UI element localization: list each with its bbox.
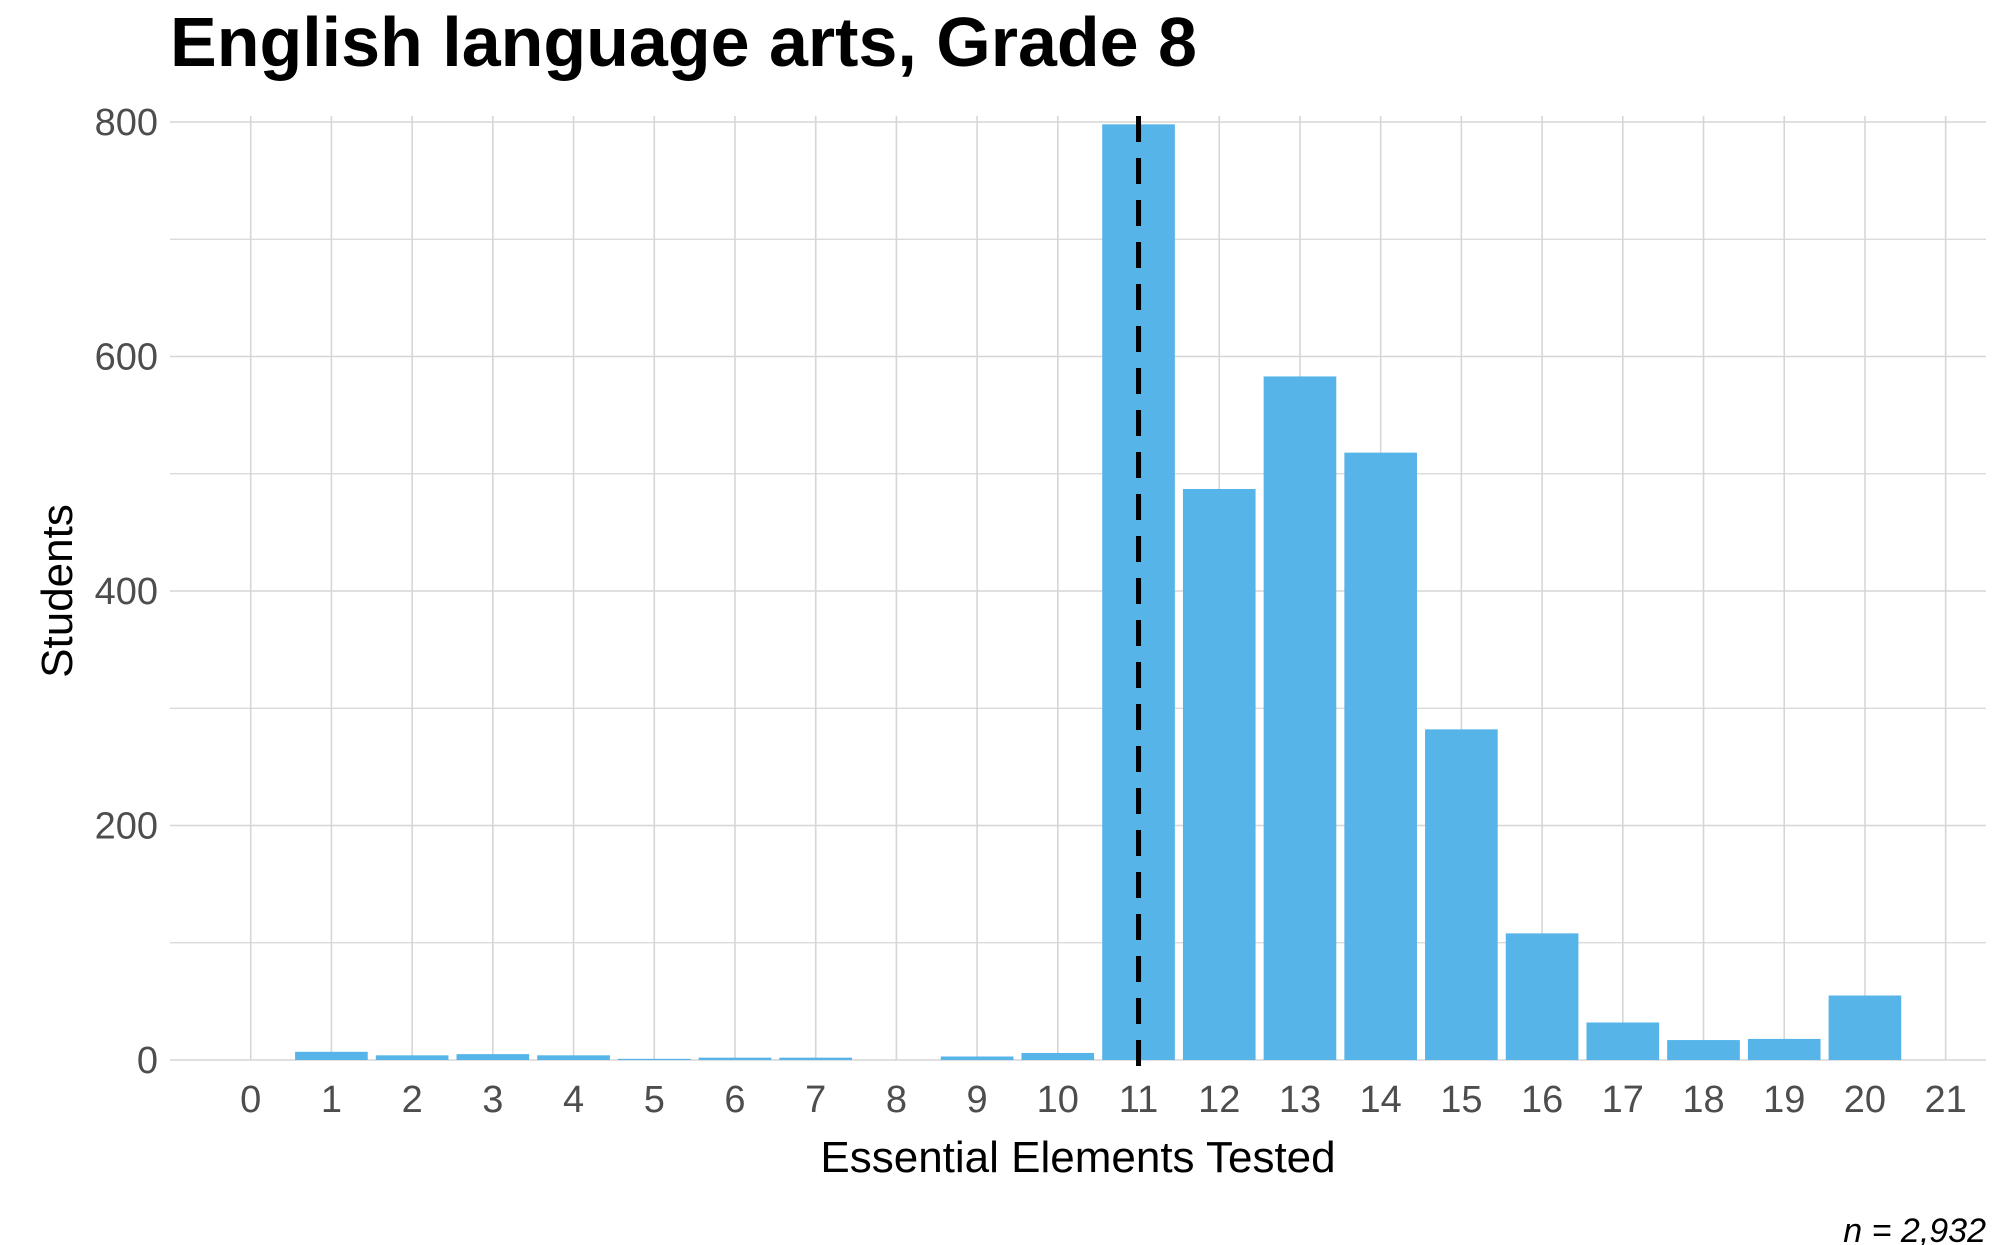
bar-18: [1667, 1040, 1740, 1060]
x-tick-label: 16: [1521, 1079, 1563, 1121]
bar-2: [375, 1055, 449, 1060]
bar-12: [1182, 488, 1256, 1060]
bar-3: [456, 1054, 530, 1060]
x-tick-label: 12: [1198, 1079, 1240, 1121]
x-tick-label: 14: [1360, 1079, 1402, 1121]
x-tick-label: 13: [1279, 1079, 1321, 1121]
bar-14: [1344, 452, 1417, 1060]
y-axis-ticks: 0 200 400 600 800: [95, 102, 158, 1082]
bar-13: [1263, 376, 1337, 1060]
sample-size-caption: n = 2,932: [1843, 1212, 1986, 1245]
x-tick-label: 4: [563, 1079, 584, 1121]
bar-20: [1828, 995, 1902, 1060]
x-tick-label: 2: [402, 1079, 423, 1121]
x-tick-label: 1: [321, 1079, 342, 1121]
x-tick-label: 9: [967, 1079, 988, 1121]
x-tick-label: 11: [1119, 1079, 1158, 1121]
x-tick-label: 21: [1925, 1079, 1967, 1121]
y-tick-label: 400: [95, 571, 158, 613]
x-tick-label: 17: [1602, 1079, 1644, 1121]
y-tick-label: 800: [95, 102, 158, 144]
bars: [295, 124, 1902, 1061]
y-axis-title: Students: [33, 504, 82, 678]
x-tick-label: 5: [644, 1079, 665, 1121]
x-tick-label: 3: [482, 1079, 503, 1121]
x-tick-label: 20: [1844, 1079, 1886, 1121]
bar-6: [698, 1057, 772, 1060]
x-tick-label: 7: [805, 1079, 826, 1121]
bar-16: [1505, 933, 1579, 1060]
x-axis-ticks: 0 1 2 3 4 5 6 7 8 9 10 11 12 13 14 15 16 17 18 19 20 21: [240, 1079, 1967, 1121]
bar-4: [537, 1055, 610, 1060]
x-tick-label: 6: [724, 1079, 745, 1121]
bar-17: [1586, 1022, 1660, 1060]
grid: [170, 116, 1986, 1061]
y-tick-label: 600: [95, 337, 158, 379]
x-tick-label: 10: [1037, 1079, 1079, 1121]
y-tick-label: 200: [95, 806, 158, 848]
bar-9: [940, 1056, 1014, 1060]
bar-5: [617, 1058, 691, 1060]
bar-19: [1747, 1038, 1821, 1060]
x-tick-label: 8: [886, 1079, 907, 1121]
bar-10: [1021, 1052, 1095, 1060]
x-tick-label: 18: [1682, 1079, 1724, 1121]
bar-1: [295, 1051, 368, 1060]
x-tick-label: 0: [240, 1079, 261, 1121]
y-tick-label: 0: [137, 1040, 158, 1082]
bar-7: [779, 1057, 853, 1060]
x-tick-label: 19: [1763, 1079, 1805, 1121]
chart-title: English language arts, Grade 8: [170, 3, 1197, 81]
bar-15: [1425, 729, 1498, 1060]
x-tick-label: 15: [1440, 1079, 1482, 1121]
x-axis-title: Essential Elements Tested: [820, 1133, 1335, 1182]
